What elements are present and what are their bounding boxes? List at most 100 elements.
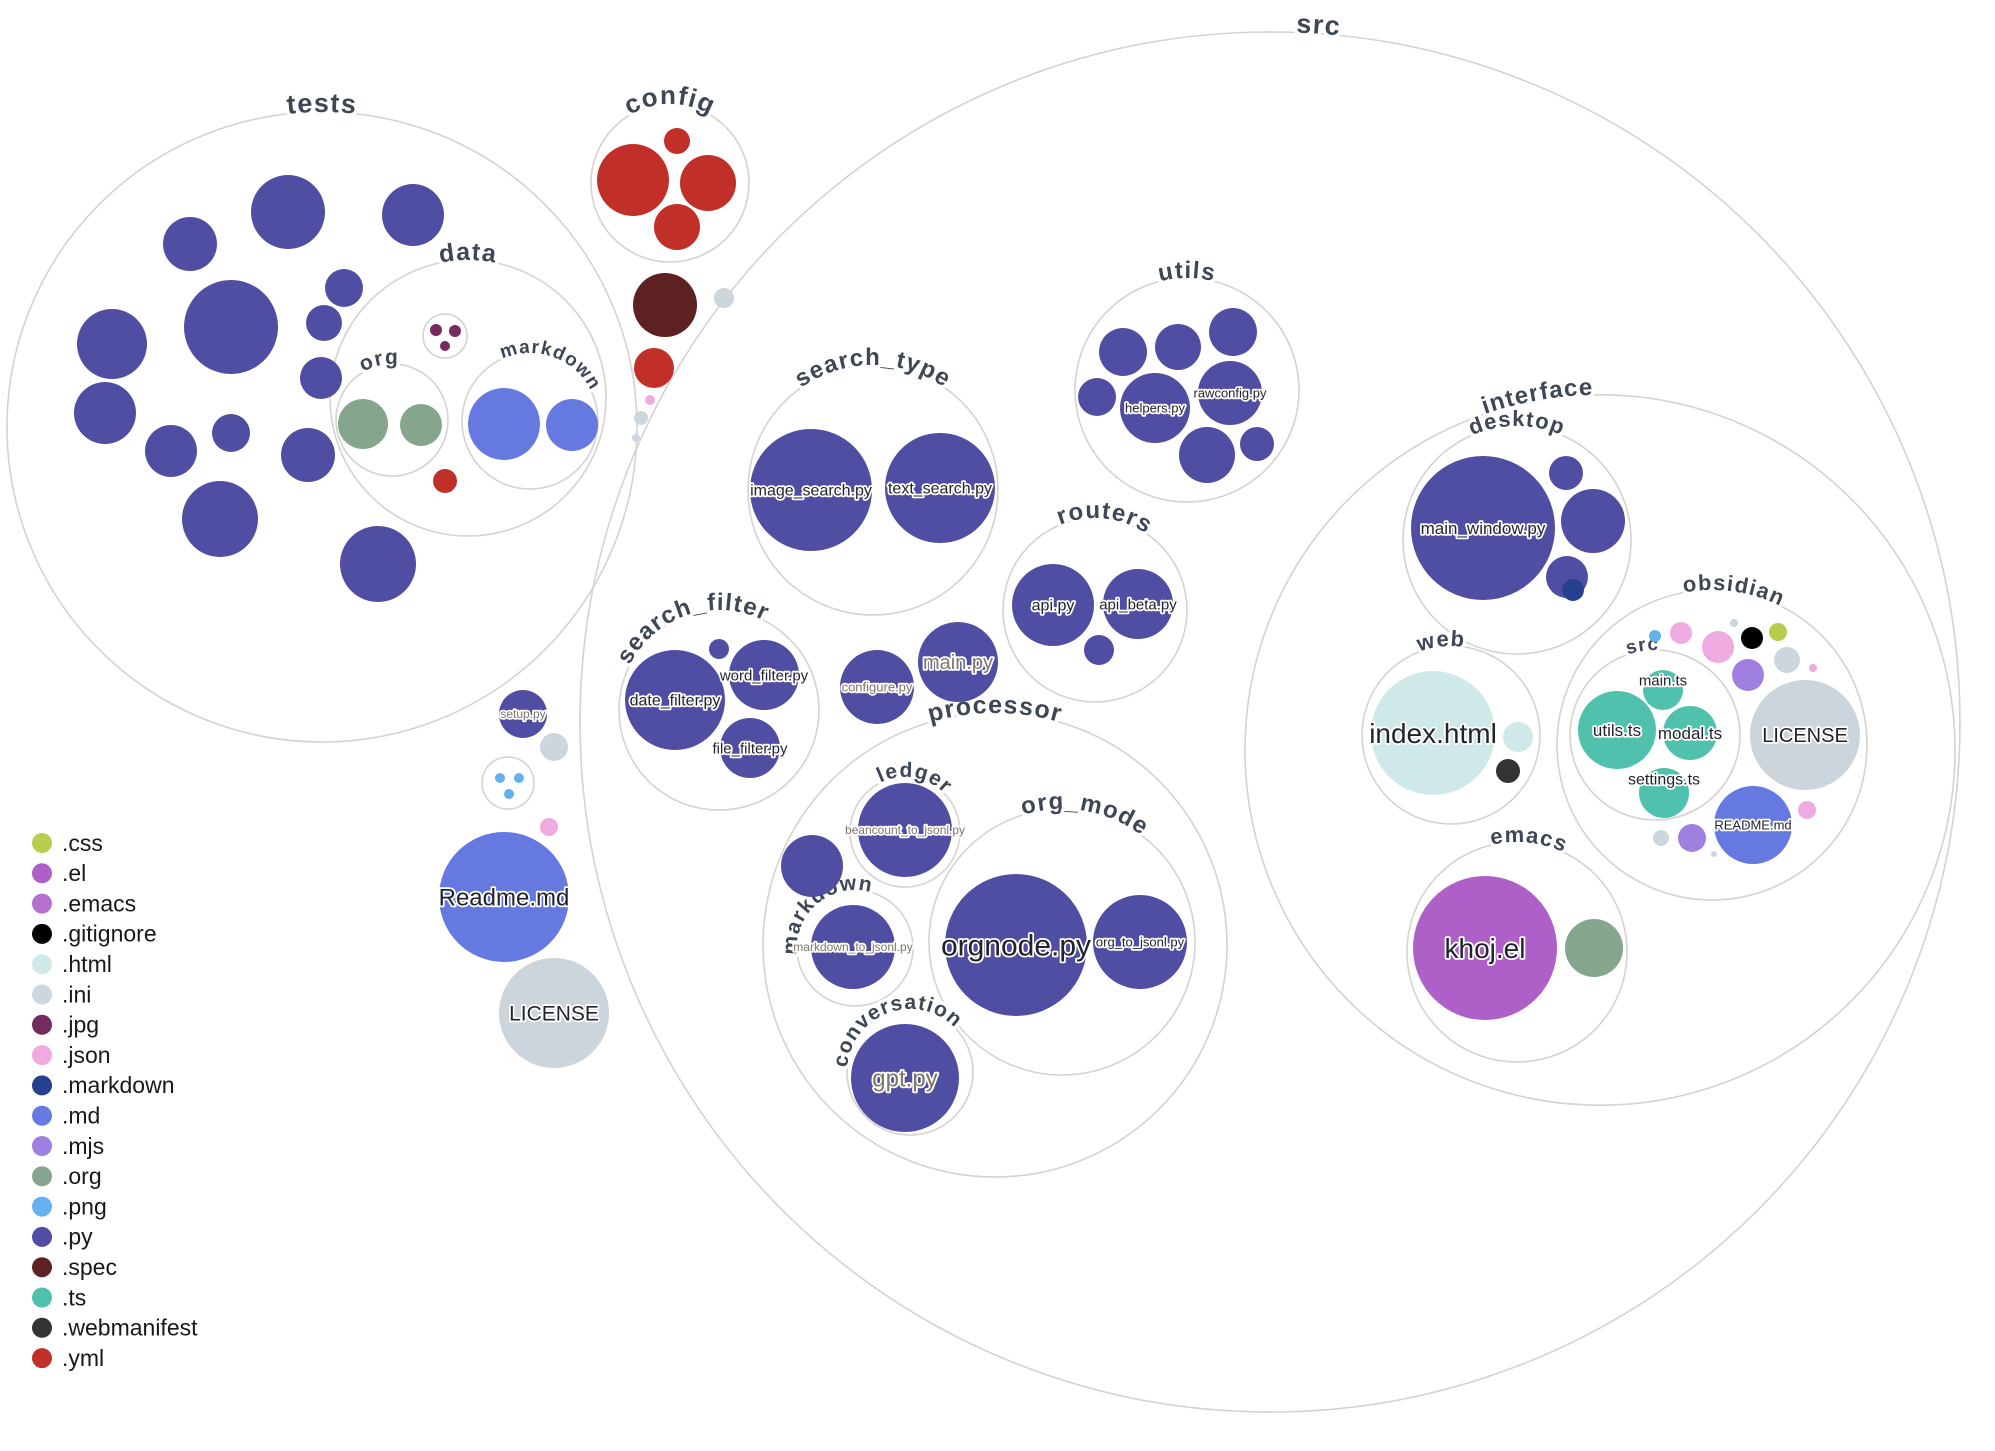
- group-emacs[interactable]: [1406, 841, 1628, 1063]
- file-license[interactable]: [1750, 680, 1860, 790]
- file-yml-24[interactable]: [680, 155, 736, 211]
- file-settings.ts[interactable]: [1639, 768, 1689, 818]
- file-py-11[interactable]: [281, 428, 335, 482]
- file-setup.py[interactable]: [499, 690, 547, 738]
- group-processor[interactable]: [762, 712, 1228, 1178]
- file-khoj.el[interactable]: [1413, 876, 1557, 1020]
- file-py-7[interactable]: [300, 357, 342, 399]
- file-py-50[interactable]: [1084, 635, 1114, 665]
- file-py-9[interactable]: [145, 425, 197, 477]
- file-readme.md[interactable]: [1714, 786, 1792, 864]
- file-word-filter.py[interactable]: [729, 640, 799, 710]
- group-src-root[interactable]: [579, 31, 1961, 1413]
- file-md-20[interactable]: [546, 399, 598, 451]
- file-jpg-16[interactable]: [440, 341, 450, 351]
- file-py-60[interactable]: [781, 835, 843, 897]
- file-beancount-to-jsonl.py[interactable]: [858, 783, 952, 877]
- file-rawconfig.py[interactable]: [1198, 361, 1262, 425]
- group-routers[interactable]: [1002, 517, 1188, 703]
- file-py-5[interactable]: [184, 280, 278, 374]
- file-main-window.py[interactable]: [1411, 456, 1555, 600]
- group-root-assets[interactable]: [481, 756, 535, 810]
- file-mjs-87[interactable]: [1732, 659, 1764, 691]
- file-modal.ts[interactable]: [1663, 706, 1717, 760]
- file-json-83[interactable]: [1702, 631, 1734, 663]
- file-png-35[interactable]: [514, 773, 524, 783]
- group-obsidian-src[interactable]: [1569, 649, 1741, 821]
- file-py-54[interactable]: [1078, 378, 1116, 416]
- file-png-36[interactable]: [504, 789, 514, 799]
- file-py-2[interactable]: [163, 217, 217, 271]
- file-py-57[interactable]: [1179, 427, 1235, 483]
- file-py-0[interactable]: [251, 175, 325, 249]
- file-json-37[interactable]: [540, 818, 558, 836]
- group-config[interactable]: [590, 103, 750, 263]
- file-gitignore-85[interactable]: [1741, 627, 1763, 649]
- group-data[interactable]: [329, 259, 607, 537]
- file-py-51[interactable]: [1099, 328, 1147, 376]
- file-ini-90[interactable]: [1653, 830, 1669, 846]
- file-configure.py[interactable]: [840, 650, 914, 724]
- file-json-29[interactable]: [645, 395, 655, 405]
- file-md-19[interactable]: [468, 388, 540, 460]
- group-data-images[interactable]: [422, 313, 468, 359]
- file-readme.md[interactable]: [439, 832, 569, 962]
- file-yml-22[interactable]: [597, 144, 669, 216]
- file-py-53[interactable]: [1209, 308, 1257, 356]
- file-orgnode.py[interactable]: [945, 874, 1087, 1016]
- file-png-34[interactable]: [495, 773, 505, 783]
- file-py-10[interactable]: [212, 414, 250, 452]
- group-data-org[interactable]: [335, 363, 449, 477]
- file-api.py[interactable]: [1012, 564, 1094, 646]
- file-main.ts[interactable]: [1643, 670, 1683, 710]
- file-ini-30[interactable]: [634, 411, 648, 425]
- file-png-81[interactable]: [1649, 630, 1661, 642]
- file-file-filter.py[interactable]: [720, 718, 780, 778]
- file-image-search.py[interactable]: [750, 429, 872, 551]
- file-gpt.py[interactable]: [851, 1024, 959, 1132]
- file-helpers.py[interactable]: [1120, 373, 1190, 443]
- file-py-67[interactable]: [1561, 489, 1625, 553]
- file-jpg-14[interactable]: [430, 324, 442, 336]
- group-conversation[interactable]: [846, 1008, 974, 1136]
- file-api-beta.py[interactable]: [1103, 569, 1173, 639]
- file-ini-84[interactable]: [1730, 619, 1738, 627]
- file-py-3[interactable]: [325, 269, 363, 307]
- file-ini-92[interactable]: [1711, 851, 1717, 857]
- file-yml-25[interactable]: [654, 204, 700, 250]
- file-index.html[interactable]: [1371, 671, 1495, 795]
- file-ini-33[interactable]: [540, 733, 568, 761]
- file-py-1[interactable]: [382, 184, 444, 246]
- group-processor-markdown[interactable]: [796, 889, 914, 1007]
- file-py-12[interactable]: [182, 481, 258, 557]
- group-web[interactable]: [1361, 645, 1541, 825]
- group-utils[interactable]: [1074, 277, 1300, 503]
- file-css-86[interactable]: [1769, 623, 1787, 641]
- file-yml-28[interactable]: [634, 348, 674, 388]
- file-json-82[interactable]: [1670, 622, 1692, 644]
- group-desktop[interactable]: [1402, 425, 1632, 655]
- file-py-8[interactable]: [74, 382, 136, 444]
- file-mjs-91[interactable]: [1678, 824, 1706, 852]
- file-py-58[interactable]: [1240, 427, 1274, 461]
- file-json-93[interactable]: [1798, 801, 1816, 819]
- file-text-search.py[interactable]: [885, 433, 995, 543]
- file-jpg-15[interactable]: [449, 325, 461, 337]
- file-py-45[interactable]: [709, 639, 729, 659]
- group-ledger[interactable]: [849, 776, 961, 888]
- file-org-17[interactable]: [338, 399, 388, 449]
- group-data-markdown[interactable]: [461, 352, 599, 490]
- file-org-to-jsonl.py[interactable]: [1093, 895, 1187, 989]
- file-py-6[interactable]: [306, 305, 342, 341]
- file-json-89[interactable]: [1809, 664, 1817, 672]
- file-yml-23[interactable]: [664, 128, 690, 154]
- file-markdown-to-jsonl.py[interactable]: [811, 905, 895, 989]
- group-org_mode[interactable]: [928, 808, 1196, 1076]
- file-license[interactable]: [499, 958, 609, 1068]
- file-main.py[interactable]: [918, 622, 998, 702]
- file-ini-27[interactable]: [714, 288, 734, 308]
- file-py-4[interactable]: [77, 309, 147, 379]
- file-ini-31[interactable]: [632, 434, 640, 442]
- file-org-73[interactable]: [1565, 919, 1623, 977]
- group-tests[interactable]: [6, 111, 638, 743]
